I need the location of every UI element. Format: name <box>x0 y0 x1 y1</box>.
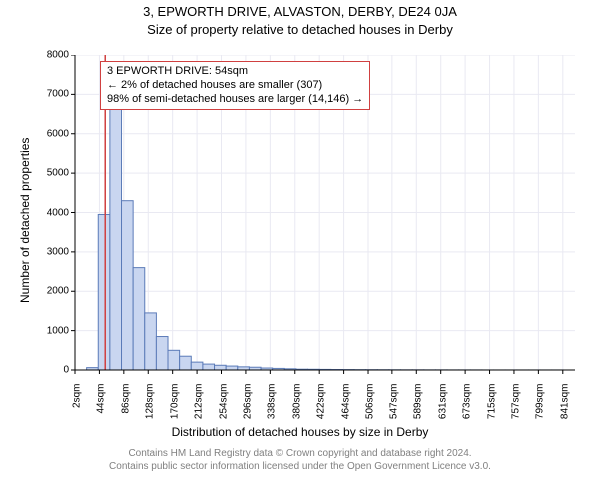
y-tick-label: 7000 <box>35 89 69 100</box>
y-tick-label: 1000 <box>35 325 69 336</box>
chart-title-line1: 3, EPWORTH DRIVE, ALVASTON, DERBY, DE24 … <box>0 4 600 19</box>
chart-title-line2: Size of property relative to detached ho… <box>0 22 600 37</box>
x-axis-label: Distribution of detached houses by size … <box>0 425 600 439</box>
annotation-line1: 3 EPWORTH DRIVE: 54sqm <box>107 65 363 79</box>
y-tick-label: 3000 <box>35 246 69 257</box>
y-axis-label: Number of detached properties <box>18 137 32 302</box>
y-tick-label: 5000 <box>35 168 69 179</box>
y-tick-label: 8000 <box>35 50 69 61</box>
footer-line1: Contains HM Land Registry data © Crown c… <box>0 448 600 461</box>
footer-line2: Contains public sector information licen… <box>0 461 600 474</box>
y-tick-label: 6000 <box>35 128 69 139</box>
y-tick-label: 2000 <box>35 286 69 297</box>
y-tick-label: 0 <box>35 365 69 376</box>
footer-attribution: Contains HM Land Registry data © Crown c… <box>0 448 600 473</box>
annotation-box: 3 EPWORTH DRIVE: 54sqm ← 2% of detached … <box>100 61 370 110</box>
annotation-line2: ← 2% of detached houses are smaller (307… <box>107 79 363 93</box>
y-tick-label: 4000 <box>35 207 69 218</box>
annotation-line3: 98% of semi-detached houses are larger (… <box>107 93 363 107</box>
